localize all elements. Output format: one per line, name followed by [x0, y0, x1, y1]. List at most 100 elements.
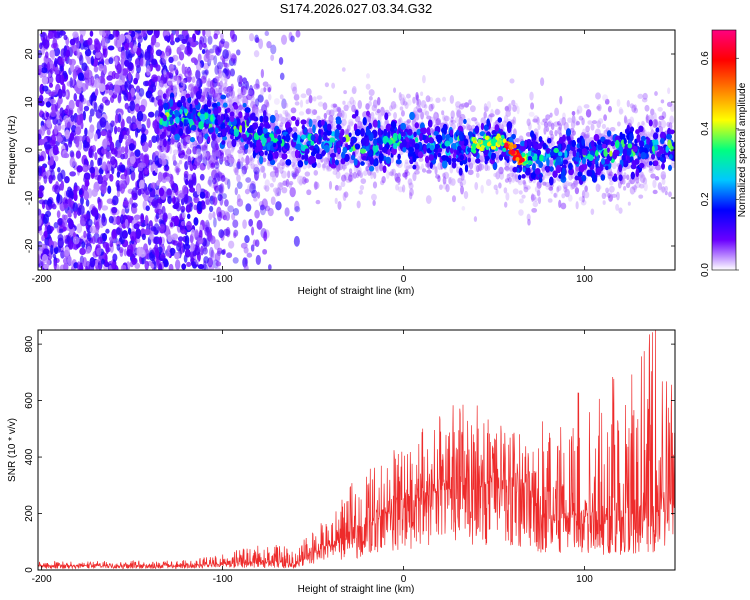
spectrogram-cell	[214, 252, 221, 262]
spectrogram-cell	[660, 99, 665, 104]
spectrogram-cell	[85, 79, 89, 90]
spectrogram-cell	[229, 68, 236, 77]
spectrogram-cell	[249, 33, 255, 42]
spectrogram-cell	[267, 207, 274, 217]
spectrogram-cell	[395, 176, 401, 183]
spectrogram-cell	[155, 248, 160, 260]
spectrogram-cell	[108, 33, 114, 40]
spectrogram-cell	[570, 183, 575, 190]
spectrogram-cell	[147, 159, 153, 166]
spectrogram-cell	[615, 203, 620, 211]
spectrogram-cell	[395, 184, 399, 191]
spectrogram-cell	[232, 219, 239, 228]
spectrogram-cell	[76, 261, 81, 270]
spectrogram-cell	[89, 225, 97, 234]
spectrogram-cell	[256, 169, 261, 177]
spectrogram-cell	[124, 169, 128, 177]
spectrogram-cell	[316, 162, 322, 169]
spectrogram-cell	[279, 158, 286, 167]
spectrogram-cell	[505, 167, 510, 172]
spectrogram-cell	[352, 99, 356, 107]
spectrogram-cell	[138, 104, 146, 113]
spectrogram-cell	[190, 261, 196, 267]
spectrogram-cell	[256, 219, 263, 230]
spectrogram-cell	[179, 192, 186, 199]
spectrogram-cell	[399, 94, 405, 99]
spectrogram-cell	[158, 255, 166, 262]
spectrogram-cell	[105, 228, 110, 234]
spectrogram-cell	[145, 205, 150, 212]
spectrogram-cell	[451, 195, 457, 203]
spectrogram-cell	[371, 193, 377, 201]
spectrogram-cell	[83, 105, 90, 112]
spectrogram-cell	[208, 265, 215, 270]
spectrogram-cell	[121, 230, 128, 239]
spectrogram-cell	[425, 95, 431, 103]
spectrogram-cell	[169, 68, 175, 76]
spectrogram-cell	[155, 208, 163, 215]
spectrogram-cell	[484, 163, 489, 172]
spectrogram-cell	[264, 30, 270, 37]
spectrogram-cell	[372, 200, 376, 207]
spectrogram-cell	[140, 153, 145, 163]
spectrogram-cell	[252, 239, 257, 247]
spectrogram-cell	[169, 146, 173, 155]
spectrogram-cell	[114, 56, 118, 66]
spectrogram-cell	[94, 88, 99, 97]
spectrogram-cell	[293, 235, 300, 247]
spectrogram-cell	[46, 61, 51, 72]
spectrogram-cell	[347, 119, 354, 128]
spectrogram-cell	[623, 172, 627, 180]
spectrogram-cell	[180, 229, 188, 235]
spectrogram-cell	[193, 196, 200, 204]
spectrogram-cell	[116, 164, 123, 171]
spectrogram-cell	[80, 196, 84, 206]
spectrogram-cell	[194, 247, 201, 256]
spectrogram-cell	[268, 264, 272, 270]
spectrogram-cell	[208, 212, 213, 221]
spectrogram-cell	[150, 263, 155, 269]
spectrogram-cell	[428, 103, 434, 112]
spectrogram-cell	[652, 189, 658, 195]
spectrogram-cell	[205, 199, 211, 206]
spectrogram-cell	[279, 113, 283, 122]
spectrogram-cell	[60, 180, 65, 191]
spectrogram-cell	[127, 134, 131, 142]
spectrogram-cell	[342, 192, 347, 201]
spectrogram-cell	[243, 246, 249, 254]
spectrogram-cell	[328, 180, 333, 190]
spectrogram-cell	[279, 94, 284, 100]
spectrogram-cell	[292, 86, 298, 95]
spectrogram-cell	[211, 151, 216, 161]
spectrogram-cell	[270, 54, 275, 62]
spectrogram-cell	[68, 219, 74, 230]
spectrogram-cell	[220, 38, 225, 45]
spectrogram-cell	[373, 171, 377, 180]
spectrogram-cell	[160, 82, 165, 89]
spectrogram-cell	[250, 244, 255, 252]
spectrogram-cell	[166, 251, 171, 258]
spectrogram-cell	[41, 254, 49, 264]
spectrogram-cell	[283, 102, 289, 109]
spectrogram-cell	[347, 160, 354, 165]
spectrogram-cell	[88, 114, 93, 123]
spectrogram-cell	[93, 133, 98, 142]
spectrogram-cell	[583, 104, 590, 109]
spectrogram-cell	[261, 165, 266, 173]
spectrogram-cell	[245, 177, 252, 183]
spectrogram-cell	[351, 86, 357, 94]
spectrogram-cell	[90, 55, 95, 66]
spectrogram-cell	[175, 202, 181, 212]
spectrogram-cell	[305, 99, 309, 105]
spectrogram-cell	[357, 100, 363, 110]
spectrogram-cell	[328, 109, 335, 117]
spectrogram-cell	[81, 241, 86, 249]
spectrogram-cell	[400, 97, 406, 106]
spectrogram-cell	[486, 101, 492, 109]
spectrogram-cell	[42, 39, 50, 49]
spectrogram-cell	[212, 196, 218, 206]
spectrogram-cell	[212, 191, 216, 198]
spectrogram-cell	[132, 43, 138, 53]
spectrogram-cell	[337, 107, 342, 113]
